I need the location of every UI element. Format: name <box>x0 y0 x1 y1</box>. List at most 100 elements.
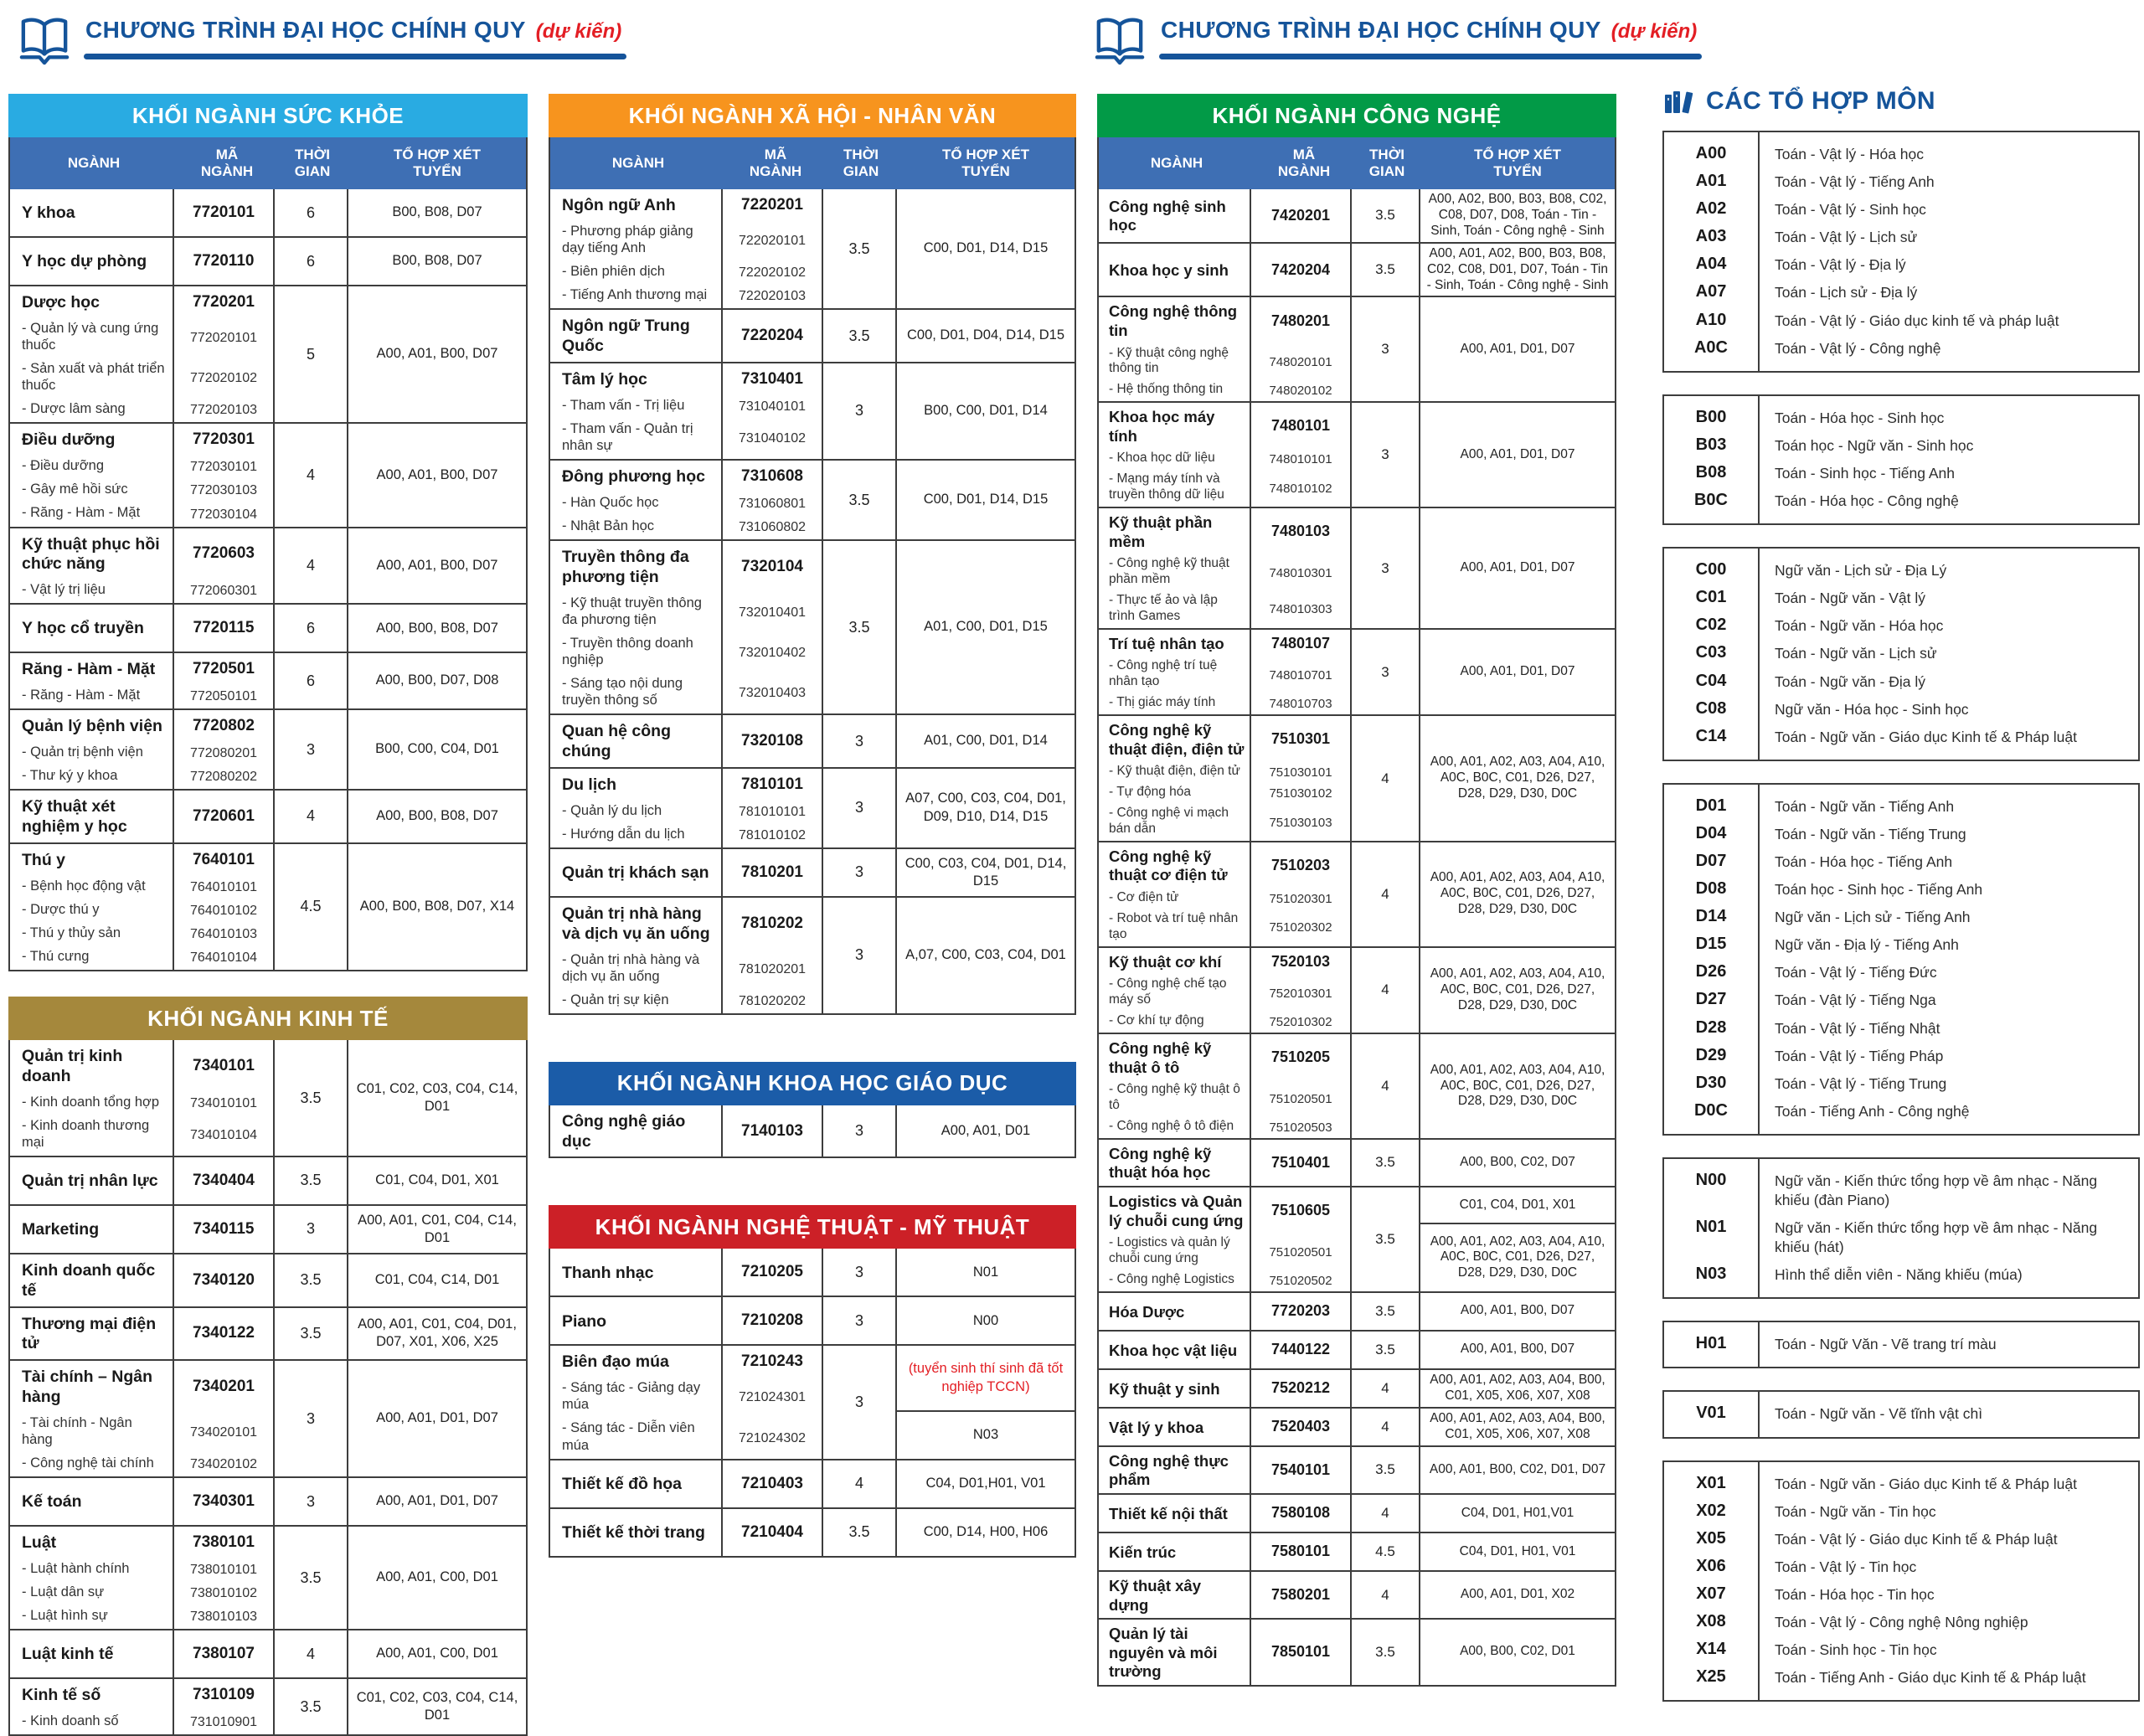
program-specialization-line: - Kỹ thuật truyền thông đa phương tiện 73… <box>550 592 822 633</box>
combo-group-divider <box>1758 132 1760 371</box>
specialization-name: - Tự động hóa <box>1109 785 1191 800</box>
table-row: Truyền thông đa phương tiện 7320104- Kỹ t… <box>550 539 1075 714</box>
program-code: 7510605 <box>1250 1187 1350 1234</box>
program-combos-cell: B00, C00, C04, D01 <box>347 710 526 790</box>
combo-legend-row: D14 Ngữ văn - Lịch sử - Tiếng Anh <box>1664 904 2138 931</box>
combo-subjects: Toán - Ngữ văn - Vật lý <box>1775 590 1925 607</box>
specialization-name: - Hệ thống thông tin <box>1109 382 1224 397</box>
table-column-headers: NGÀNH MÃ NGÀNH THỜI GIAN TỔ HỢP XÉT TUYỂN <box>550 137 1075 189</box>
combo-legend-row: A07 Toán - Lịch sử - Địa lý <box>1664 279 2138 307</box>
specialization-name: - Công nghệ tài chính <box>22 1455 154 1471</box>
col-header-ma-nganh-label: MÃ NGÀNH <box>749 147 802 179</box>
col-header-thoi-gian-label: THỜI GIAN <box>294 147 331 179</box>
admissions-brochure-page: { "page": { "header_title": "CHƯƠNG TRÌN… <box>8 17 2140 1736</box>
program-cell: Logistics và Quản lý chuỗi cung ứng 75106… <box>1099 1187 1350 1291</box>
program-code: 7210243 <box>721 1346 822 1378</box>
specialization-code: 734010101 <box>173 1091 273 1115</box>
col-header-ma-nganh-label: MÃ NGÀNH <box>200 147 254 179</box>
program-duration: 3 <box>822 715 895 767</box>
table-row: Kỹ thuật cơ khí 7520103- Công nghệ chế tạ… <box>1099 945 1615 1033</box>
program-combos: A00, A01, B00, D07 <box>1460 1342 1575 1357</box>
combo-subjects: Toán - Hóa học - Tiếng Anh <box>1775 853 1953 870</box>
combo-code: X07 <box>1696 1584 1726 1603</box>
section-nghe-thuat: KHỐI NGÀNH NGHỆ THUẬT - MỸ THUẬT Thanh nh… <box>549 1205 1076 1558</box>
combo-code: X25 <box>1696 1667 1726 1687</box>
combo-legend-row: N00 Ngữ văn - Kiến thức tổng hợp về âm nh… <box>1664 1167 2138 1214</box>
program-name: Điều dưỡng <box>22 430 116 450</box>
combo-legend-row: B08 Toán - Sinh học - Tiếng Anh <box>1664 460 2138 487</box>
specialization-code: 751030103 <box>1250 804 1350 841</box>
combo-code: A10 <box>1695 310 1727 329</box>
combo-code: X05 <box>1696 1528 1726 1548</box>
specialization-name: - Thị giác máy tính <box>1109 695 1216 710</box>
program-code: 7320104 <box>721 541 822 593</box>
table-row: Quan hệ công chúng 7320108 3 A01, C00, D01,… <box>550 713 1075 767</box>
program-specialization-line: - Công nghệ Logistics 751020502 <box>1099 1270 1350 1291</box>
combo-subjects: Toán học - Sinh học - Tiếng Anh <box>1775 881 1983 899</box>
specialization-name: - Cơ khí tự động <box>1109 1013 1204 1028</box>
specialization-name: - Thực tế ảo và lập trình Games <box>1109 593 1218 623</box>
program-cell: Biên đạo múa 7210243- Sáng tác - Giảng dạ… <box>550 1346 822 1459</box>
program-name: Ngôn ngữ Anh <box>562 196 676 214</box>
program-code: 7810201 <box>721 848 822 896</box>
combo-group-X: X01 Toán - Ngữ văn - Giáo dục Kinh tế & P… <box>1662 1460 2140 1703</box>
program-name: Quản lý bệnh viện <box>22 717 162 736</box>
program-code: 7210404 <box>721 1508 822 1556</box>
combo-subjects: Toán - Ngữ văn - Tiếng Trung <box>1775 825 1966 842</box>
combo-code: C01 <box>1695 588 1727 607</box>
specialization-name: - Phương pháp giảng dạy tiếng Anh <box>562 223 693 255</box>
program-combos-cell: C04, D01, H01, V01 <box>1419 1533 1615 1570</box>
program-duration: 3.5 <box>273 1254 347 1306</box>
table-cong-nghe: NGÀNH MÃ NGÀNH THỜI GIAN TỔ HỢP XÉT TUYỂN Cô… <box>1097 137 1616 1687</box>
combo-legend-row: D04 Toán - Ngữ văn - Tiếng Trung <box>1664 821 2138 848</box>
program-combos-cell: A00, A02, B00, B03, B08, C02, C08, D07, … <box>1419 189 1615 242</box>
specialization-code: 772020103 <box>173 399 273 423</box>
program-code: 7340122 <box>173 1307 273 1360</box>
combo-group-H: H01 Toán - Ngữ Văn - Vẽ trang trí màu <box>1662 1321 2140 1369</box>
table-row: Khoa học vật liệu 7440122 3.5 A00, A01, B00… <box>1099 1329 1615 1368</box>
program-code: 7320108 <box>721 715 822 767</box>
program-duration: 3.5 <box>1350 1620 1419 1685</box>
specialization-code: 751020502 <box>1250 1270 1350 1291</box>
program-combos-cell: C04, D01,H01, V01 <box>895 1460 1075 1507</box>
combo-subjects: Ngữ văn - Địa lý - Tiếng Anh <box>1775 936 1959 954</box>
combo-subjects: Toán - Ngữ văn - Hóa học <box>1775 617 1944 635</box>
program-name: Răng - Hàm - Mặt <box>22 660 156 679</box>
combo-legend-row: D0C Toán - Tiếng Anh - Công nghệ <box>1664 1098 2138 1126</box>
combo-legend-row: X05 Toán - Vật lý - Giáo dục Kinh tế & Ph… <box>1664 1526 2138 1553</box>
program-cell: Khoa học y sinh 7420204 <box>1099 243 1350 296</box>
combo-code: C08 <box>1695 698 1727 718</box>
program-code: 7480107 <box>1250 629 1350 657</box>
program-main-line: Công nghệ kỹ thuật hóa học 7510401 <box>1099 1139 1350 1186</box>
program-specialization-line: - Dược lâm sàng 772020103 <box>10 399 273 423</box>
section-suc-khoe: KHỐI NGÀNH SỨC KHỎE NGÀNH MÃ NGÀNH THỜI GIA… <box>8 94 528 972</box>
program-combos-cell: A00, A01, A02, B00, B03, B08, C02, C08, … <box>1419 243 1615 296</box>
table-row: Quản trị kinh doanh 7340101- Kinh doanh t… <box>10 1040 526 1156</box>
program-name: Luật kinh tế <box>22 1645 114 1664</box>
program-main-line: Thiết kế thời trang 7210404 <box>550 1508 822 1556</box>
program-cell: Quản trị nhà hàng và dịch vụ ăn uống 7810… <box>550 897 822 1013</box>
program-name: Khoa học vật liệu <box>1109 1341 1238 1359</box>
specialization-code: 752010302 <box>1250 1012 1350 1033</box>
specialization-name: - Dược thú y <box>22 901 100 917</box>
specialization-name: - Kinh doanh số <box>22 1713 119 1728</box>
specialization-code: 748010701 <box>1250 657 1350 694</box>
table-nghe-thuat: Thanh nhạc 7210205 3 N01 Piano 7210208 3 N00 Biê… <box>549 1249 1076 1558</box>
program-specialization-line: - Cơ khí tự động 752010302 <box>1099 1012 1350 1033</box>
specialization-name: - Tham vấn - Quản trị nhân sự <box>562 420 693 453</box>
combo-group-V: V01 Toán - Ngữ văn - Vẽ tĩnh vật chì <box>1662 1390 2140 1439</box>
program-combos: A00, B00, B08, D07, X14 <box>359 899 515 914</box>
program-name: Kỹ thuật phục hồi chức năng <box>22 534 160 574</box>
program-duration: 3.5 <box>822 189 895 309</box>
program-code: 7720501 <box>173 653 273 686</box>
program-combos: A00, A01, A02, A03, A04, A10, A0C, B0C, … <box>1430 1062 1605 1109</box>
program-combos: A00, B00, B08, D07 <box>376 808 498 824</box>
program-main-line: Quan hệ công chúng 7320108 <box>550 715 822 767</box>
column-social-education-arts: KHỐI NGÀNH XÃ HỘI - NHÂN VĂN NGÀNH MÃ NGÀN… <box>549 94 1076 1558</box>
program-code: 7420201 <box>1250 189 1350 242</box>
col-header-thoi-gian-label: THỜI GIAN <box>843 147 879 179</box>
combo-subjects: Toán - Hóa học - Sinh học <box>1775 409 1945 426</box>
program-name: Trí tuệ nhân tạo <box>1109 634 1224 652</box>
program-duration: 3.5 <box>273 1679 347 1735</box>
specialization-code: 751030101 <box>1250 762 1350 784</box>
